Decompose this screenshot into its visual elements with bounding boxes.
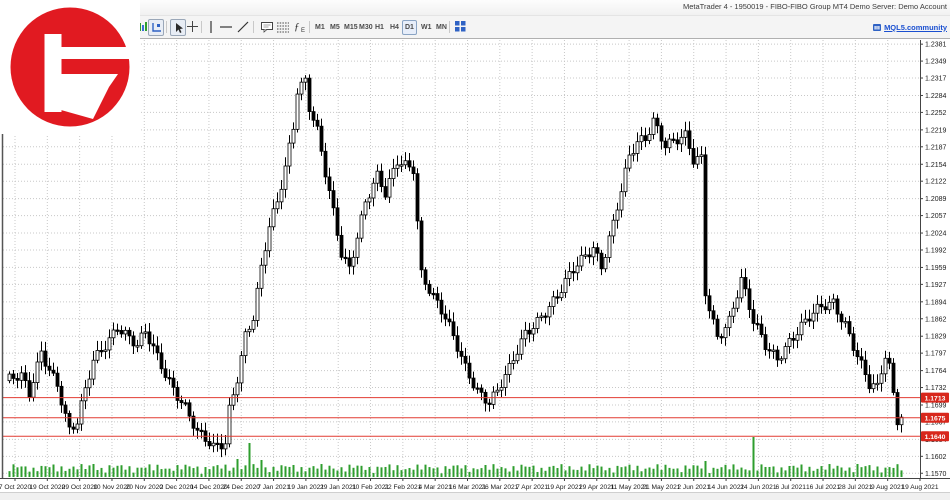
- chart-shift-icon[interactable]: [148, 19, 164, 36]
- title-bar[interactable]: MetaTrader 4 - 1950019 - FIBO-FIBO Group…: [0, 0, 950, 15]
- date-axis-label: 19 Aug 2021: [901, 484, 938, 491]
- window-title: MetaTrader 4 - 1950019 - FIBO-FIBO Group…: [683, 2, 947, 11]
- mql5-community-link[interactable]: MQL5.community: [873, 20, 947, 34]
- crosshair-icon[interactable]: [186, 19, 199, 34]
- toolbar-separator: [166, 21, 167, 33]
- price-axis-label: 1.1570: [925, 471, 947, 478]
- timeframe-M1[interactable]: M1: [315, 24, 325, 31]
- volume-bars: [8, 437, 903, 477]
- price-axis-label: 1.1959: [925, 265, 947, 272]
- window-bottom-edge: [0, 492, 950, 500]
- price-axis-label: 1.2024: [925, 231, 947, 238]
- date-axis-label: 21 May 2021: [642, 484, 680, 491]
- price-axis-label: 1.2154: [925, 162, 947, 169]
- date-axis-label: 19 Apr 2021: [547, 484, 583, 491]
- price-axis-label: 1.2089: [925, 196, 947, 203]
- toolbar-separator: [449, 21, 450, 33]
- fibo-logo: [0, 0, 140, 134]
- price-axis-label: 1.1927: [925, 282, 947, 289]
- price-axis-label: 1.1894: [925, 299, 947, 306]
- toolbar-separator: [309, 21, 310, 33]
- price-axis-label: 1.1829: [925, 334, 947, 341]
- price-axis-label: 1.2252: [925, 110, 947, 117]
- date-axis-label: 24 Jun 2021: [740, 484, 777, 491]
- date-axis-label: 19 Oct 2020: [29, 484, 65, 491]
- price-axis-label: 1.2187: [925, 144, 947, 151]
- date-axis-label: 11 May 2021: [610, 484, 648, 491]
- date-axis-label: 16 Jul 2021: [806, 484, 840, 491]
- date-axis-label: 26 Mar 2021: [481, 484, 518, 491]
- date-axis-label: 10 Feb 2021: [352, 484, 389, 491]
- date-axis-label: 29 Apr 2021: [579, 484, 615, 491]
- price-badge: 1.1713: [921, 392, 949, 403]
- price-axis-label: 1.1862: [925, 316, 947, 323]
- toolbar-separator: [253, 21, 254, 33]
- date-axis-label: 16 Mar 2021: [449, 484, 486, 491]
- chart-area[interactable]: 1.2381 1.2349 1.2317 1.2284 1.2252 1.2219 1.21…: [0, 40, 950, 492]
- price-axis-label: 1.2349: [925, 59, 947, 66]
- date-axis-label: 2 Dec 2020: [160, 484, 194, 491]
- price-axis-label: 1.2122: [925, 179, 947, 186]
- price-axis-label: 1.2317: [925, 76, 947, 83]
- date-axis-label: 29 Oct 2020: [62, 484, 98, 491]
- price-badge: 1.1675: [921, 412, 949, 423]
- price-axis-label: 1.2219: [925, 127, 947, 134]
- price-axis-label: 1.1797: [925, 351, 947, 358]
- svg-text:ƒ: ƒ: [294, 21, 300, 33]
- fibonacci-icon[interactable]: [276, 19, 290, 34]
- candlestick-chart[interactable]: 1.2381 1.2349 1.2317 1.2284 1.2252 1.2219 1.21…: [0, 40, 950, 492]
- date-axis-label: 14 Dec 2020: [190, 484, 228, 491]
- timeframe-W1[interactable]: W1: [421, 24, 432, 31]
- tile-windows-icon[interactable]: [453, 19, 467, 34]
- timeframe-D1[interactable]: D1: [402, 20, 417, 35]
- text-label-icon[interactable]: [260, 19, 274, 34]
- date-axis-label: 6 Jul 2021: [775, 484, 806, 491]
- price-axis-label: 1.1667: [925, 419, 947, 426]
- svg-text:E: E: [301, 28, 305, 33]
- date-axis-label: 14 Jun 2021: [708, 484, 745, 491]
- cursor-icon[interactable]: [170, 19, 186, 36]
- price-axis-label: 1.1699: [925, 403, 947, 410]
- horizontal-line-icon[interactable]: [219, 19, 233, 34]
- price-axis-label: 1.1764: [925, 368, 947, 375]
- date-axis-label: 28 Jul 2021: [838, 484, 872, 491]
- timeframe-H4[interactable]: H4: [390, 24, 399, 31]
- date-axis-label: 7 Oct 2020: [0, 484, 31, 491]
- date-axis-label: 9 Aug 2021: [871, 484, 905, 491]
- price-axis-label: 1.2284: [925, 93, 947, 100]
- svg-text:1.1675: 1.1675: [925, 415, 946, 422]
- timeframe-MN[interactable]: MN: [436, 24, 447, 31]
- date-axis-label: 10 Nov 2020: [93, 484, 131, 491]
- date-axis-label: 4 Mar 2021: [418, 484, 452, 491]
- mql5-icon: [873, 23, 882, 31]
- date-axis-label: 20 Nov 2020: [126, 484, 164, 491]
- date-axis-label: 19 Jan 2021: [288, 484, 325, 491]
- toolbar-separator: [201, 21, 202, 33]
- timeframe-M15[interactable]: M15: [344, 24, 358, 31]
- price-axis-label: 1.2057: [925, 213, 947, 220]
- date-axis-label: 29 Jan 2021: [320, 484, 357, 491]
- trendline-icon[interactable]: [236, 19, 249, 34]
- timeframe-H1[interactable]: H1: [375, 24, 384, 31]
- new-chart-icon[interactable]: [139, 19, 147, 34]
- price-axis-label: 1.1732: [925, 385, 947, 392]
- date-axis-label: 7 Apr 2021: [516, 484, 548, 491]
- price-badge: 1.1640: [921, 431, 949, 442]
- vertical-line-icon[interactable]: [205, 19, 217, 34]
- timeframe-M5[interactable]: M5: [330, 24, 340, 31]
- svg-text:1.1713: 1.1713: [925, 395, 946, 402]
- date-axis-label: 22 Feb 2021: [384, 484, 421, 491]
- date-axis-label: 24 Dec 2020: [223, 484, 261, 491]
- date-axis-label: 2 Jun 2021: [677, 484, 710, 491]
- timeframe-M30[interactable]: M30: [359, 24, 373, 31]
- price-axis-label: 1.1602: [925, 454, 947, 461]
- price-axis-label: 1.2381: [925, 42, 947, 49]
- date-axis-label: 7 Jan 2021: [257, 484, 290, 491]
- candles: [7, 74, 904, 458]
- price-axis-label: 1.1992: [925, 247, 947, 254]
- svg-text:1.1640: 1.1640: [925, 434, 946, 441]
